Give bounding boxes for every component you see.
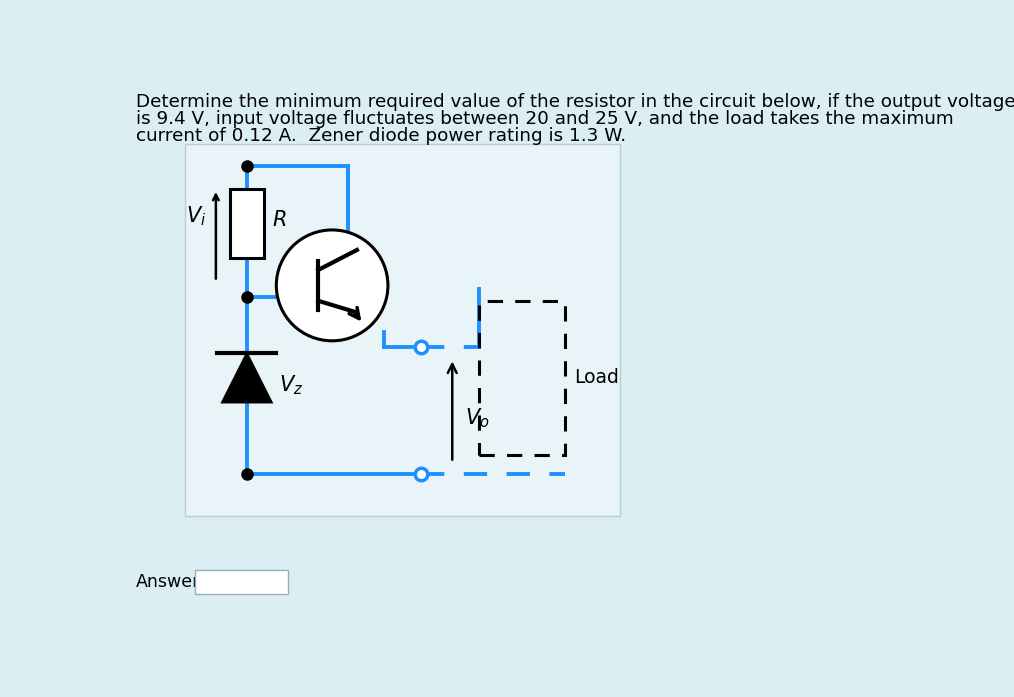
Text: $R$: $R$ (272, 210, 286, 230)
Text: is 9.4 V, input voltage fluctuates between 20 and 25 V, and the load takes the m: is 9.4 V, input voltage fluctuates betwe… (136, 110, 954, 128)
Text: current of 0.12 A.  Zener diode power rating is 1.3 W.: current of 0.12 A. Zener diode power rat… (136, 127, 627, 145)
Text: $V_i$: $V_i$ (187, 204, 207, 228)
Text: $V_z$: $V_z$ (280, 374, 303, 397)
Text: $V_o$: $V_o$ (464, 406, 489, 430)
Text: Determine the minimum required value of the resistor in the circuit below, if th: Determine the minimum required value of … (136, 93, 1014, 111)
Bar (185, 144, 621, 516)
Bar (195, 569, 288, 594)
Polygon shape (222, 353, 272, 402)
Bar (230, 189, 264, 259)
Bar (480, 301, 565, 454)
Text: Load: Load (574, 368, 619, 388)
Text: Answer:: Answer: (136, 573, 206, 591)
Ellipse shape (277, 230, 388, 341)
